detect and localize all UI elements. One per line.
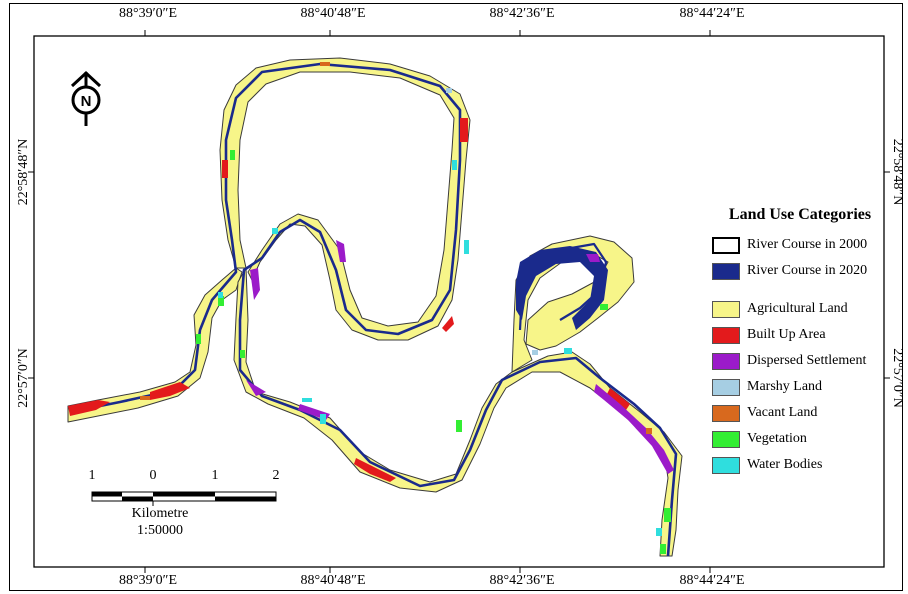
- legend-label: Vacant Land: [747, 405, 817, 421]
- legend-label: River Course in 2000: [747, 237, 867, 253]
- coord-bottom-4: 88°44′24″E: [679, 573, 744, 589]
- coord-top-2: 88°40′48″E: [300, 6, 365, 22]
- coord-right-1: 22°58′48″N: [889, 139, 905, 206]
- legend-label: Agricultural Land: [747, 301, 848, 317]
- coord-top-3: 88°42′36″E: [489, 6, 554, 22]
- coord-bottom-3: 88°42′36″E: [489, 573, 554, 589]
- legend-item: Vegetation: [712, 426, 892, 452]
- scale-unit: Kilometre: [132, 506, 189, 522]
- legend-label: Built Up Area: [747, 327, 826, 343]
- north-arrow-icon: N: [66, 70, 106, 130]
- coord-bottom-1: 88°39′0″E: [119, 573, 177, 589]
- north-letter: N: [81, 93, 92, 110]
- coord-top-4: 88°44′24″E: [679, 6, 744, 22]
- scale-bar: 1 0 1 2 Kilometre 1:50000: [80, 468, 290, 548]
- legend-swatch: [712, 405, 740, 422]
- legend-label: River Course in 2020: [747, 263, 867, 279]
- legend-item: River Course in 2020: [712, 258, 892, 284]
- legend-label: Vegetation: [747, 431, 807, 447]
- legend-label: Dispersed Settlement: [747, 353, 866, 369]
- legend-item: Marshy Land: [712, 374, 892, 400]
- legend-swatch: [712, 237, 740, 254]
- legend-item: Water Bodies: [712, 452, 892, 478]
- legend-swatch: [712, 353, 740, 370]
- scale-tick-label: 1: [212, 468, 219, 484]
- legend-title: Land Use Categories: [708, 206, 892, 224]
- legend-item: Agricultural Land: [712, 296, 892, 322]
- river-north-loop: [220, 58, 470, 340]
- scale-tick-label: 1: [89, 468, 96, 484]
- scale-ratio: 1:50000: [137, 523, 183, 539]
- coord-left-2: 22°57′0″N: [16, 348, 32, 408]
- legend-swatch: [712, 263, 740, 280]
- legend-swatch: [712, 431, 740, 448]
- legend-swatch: [712, 327, 740, 344]
- legend-label: Marshy Land: [747, 379, 822, 395]
- north-arrow: N: [66, 70, 106, 135]
- coord-bottom-2: 88°40′48″E: [300, 573, 365, 589]
- legend-item: Dispersed Settlement: [712, 348, 892, 374]
- legend-label: Water Bodies: [747, 457, 822, 473]
- coord-left-1: 22°58′48″N: [16, 139, 32, 206]
- legend-item: Vacant Land: [712, 400, 892, 426]
- legend-item: Built Up Area: [712, 322, 892, 348]
- coord-top-1: 88°39′0″E: [119, 6, 177, 22]
- legend-swatch: [712, 301, 740, 318]
- scale-tick-label: 0: [150, 468, 157, 484]
- legend-swatch: [712, 457, 740, 474]
- legend-swatch: [712, 379, 740, 396]
- scale-tick-label: 2: [273, 468, 280, 484]
- legend: Land Use Categories River Course in 2000…: [712, 206, 892, 478]
- legend-item: River Course in 2000: [712, 232, 892, 258]
